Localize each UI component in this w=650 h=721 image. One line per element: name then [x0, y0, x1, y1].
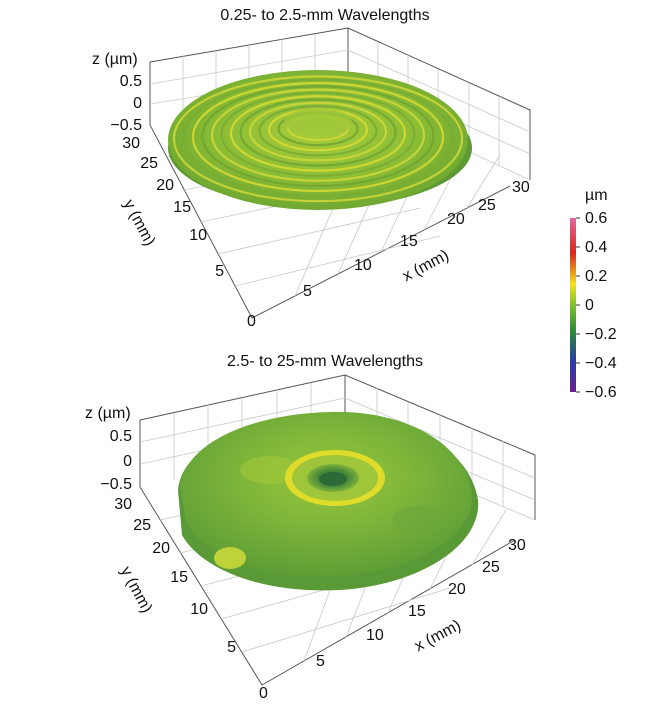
panel-1-z-tick: −0.5 [110, 117, 142, 134]
panel-1-y-tick: 5 [215, 263, 224, 280]
panel-1-title: 0.25- to 2.5-mm Wavelengths [220, 7, 429, 24]
colorbar-tick-label: −0.6 [585, 384, 617, 401]
colorbar-gradient [570, 218, 576, 392]
panel-2-z-axis: z (µm) 0.5 0 −0.5 [85, 405, 132, 493]
panel-2-x-tick: 0 [259, 685, 268, 702]
panel-2-z-tick: −0.5 [100, 476, 132, 493]
colorbar-tick-label: 0.6 [585, 210, 607, 227]
colorbar-unit: µm [585, 187, 608, 204]
panel-2-surface [178, 411, 479, 591]
panel-2-z-tick: 0.5 [110, 428, 132, 445]
panel-2-x-tick: 15 [408, 603, 426, 620]
panel-1-x-tick: 0 [247, 313, 256, 330]
ripple-ring [210, 88, 426, 182]
panel-1-y-tick: 30 [122, 135, 140, 152]
panel-1-z-tick: 0.5 [120, 73, 142, 90]
panel-2-zlabel: z (µm) [85, 405, 131, 422]
colorbar-tick-label: −0.4 [585, 355, 617, 372]
panel-1-y-tick: 25 [140, 155, 158, 172]
colorbar-tick-label: 0 [585, 297, 594, 314]
ripple-ring [229, 95, 407, 172]
panel-2-y-tick: 25 [133, 517, 151, 534]
panel-2-y-tick: 15 [170, 569, 188, 586]
panel-2-x-tick: 5 [316, 653, 325, 670]
ripple-ring [172, 75, 464, 203]
ripple-ring [220, 91, 416, 177]
ripple-ring [239, 98, 397, 167]
panel-1-x-axis: 0 5 10 15 20 25 30 x (mm) [247, 179, 530, 330]
panel-1-x-tick: 20 [447, 211, 465, 228]
panel-2-title: 2.5- to 25-mm Wavelengths [227, 353, 423, 370]
panel-2-xlabel: x (mm) [412, 617, 464, 655]
ripple-ring [191, 81, 445, 193]
panel-1-y-tick: 15 [173, 199, 191, 216]
panel-1-z-axis: z (µm) 0.5 0 −0.5 [92, 51, 142, 134]
panel-2-y-tick: 5 [227, 639, 236, 656]
colorbar-tick-label: −0.2 [585, 326, 617, 343]
ripple-ring [201, 85, 435, 188]
panel-2-y-tick: 30 [114, 496, 132, 513]
panel-1-x-tick: 15 [400, 233, 418, 250]
panel-2-ylabel: y (mm) [117, 564, 155, 616]
panel-2: 2.5- to 25-mm Wavelengths [85, 353, 536, 702]
ripple-ring [258, 104, 378, 157]
panel-1-x-tick: 10 [354, 257, 372, 274]
panel-1-x-tick: 25 [478, 197, 496, 214]
panel-2-x-tick: 20 [448, 581, 466, 598]
colorbar-tick-label: 0.4 [585, 239, 607, 256]
panel-1-y-tick: 20 [156, 177, 174, 194]
ripple-ring [182, 78, 454, 198]
panel-1-y-tick: 10 [189, 227, 207, 244]
panel-2-x-tick: 10 [366, 627, 384, 644]
panel-1-xlabel: x (mm) [400, 247, 452, 285]
panel-1-x-tick: 5 [303, 283, 312, 300]
panel-2-y-tick: 10 [190, 601, 208, 618]
panel-1-x-tick: 30 [512, 179, 530, 196]
panel-2-x-tick: 30 [508, 537, 526, 554]
panel-2-x-tick: 25 [482, 559, 500, 576]
panel-1-zlabel: z (µm) [92, 51, 138, 68]
panel-1-z-tick: 0 [133, 95, 142, 112]
panel-2-z-tick: 0 [123, 453, 132, 470]
panel-1-surface [168, 70, 472, 210]
panel-2-y-tick: 20 [152, 540, 170, 557]
colorbar: µm 0.6 0.4 0.2 0 −0.2 −0.4 −0.6 [570, 187, 617, 401]
panel-1: 0.25- to 2.5-mm Wavelengths [92, 7, 531, 330]
ripple-ring [248, 101, 388, 162]
panel-1-ylabel: y (mm) [120, 197, 158, 249]
colorbar-tick-label: 0.2 [585, 268, 607, 285]
